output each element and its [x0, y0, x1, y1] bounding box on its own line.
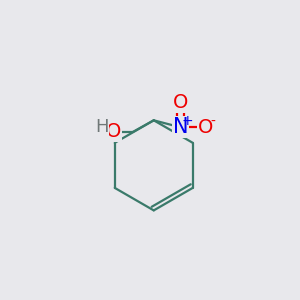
Text: O: O: [106, 122, 121, 141]
Text: O: O: [198, 118, 213, 137]
Text: +: +: [182, 114, 194, 128]
Text: O: O: [172, 94, 188, 112]
Text: N: N: [172, 117, 188, 137]
Text: H: H: [95, 118, 109, 136]
Text: -: -: [210, 115, 215, 129]
